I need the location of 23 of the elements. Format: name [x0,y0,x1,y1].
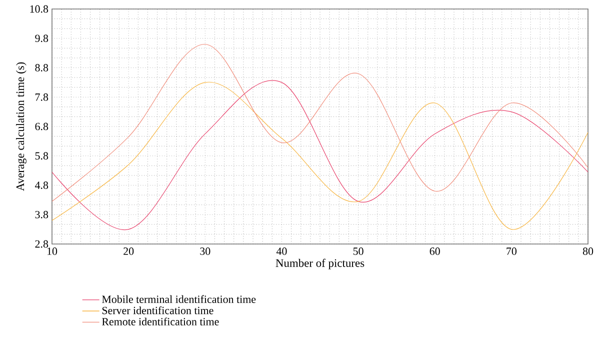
legend-label: Mobile terminal identification time [102,295,256,304]
x-tick-label: 70 [506,248,516,255]
y-axis-title: Average calculation time (s) [16,62,26,192]
x-tick-label: 80 [582,248,594,255]
x-axis-title: Number of pictures [276,258,364,270]
x-tick-label: 60 [430,248,440,255]
y-tick-label: 6.8 [35,122,48,130]
y-tick-label: 2.8 [35,240,48,248]
x-tick-label: 50 [353,248,364,255]
y-tick-label: 7.8 [36,93,48,101]
y-tick-label: 5.8 [35,152,48,160]
y-tick-label: 8.8 [35,64,48,72]
y-tick-label: 4.8 [35,182,48,189]
legend-label: Server identification time [102,306,214,314]
x-tick-label: 40 [276,248,287,255]
legend-label: Remote identification time [102,318,219,326]
x-tick-label: 10 [47,248,58,255]
line-series [52,44,588,202]
x-tick-label: 20 [124,248,134,255]
x-tick-label: 30 [200,248,210,255]
y-tick-label: 3.8 [35,210,48,218]
y-tick-label: 10.8 [30,5,48,13]
y-tick-label: 9.8 [35,34,48,42]
